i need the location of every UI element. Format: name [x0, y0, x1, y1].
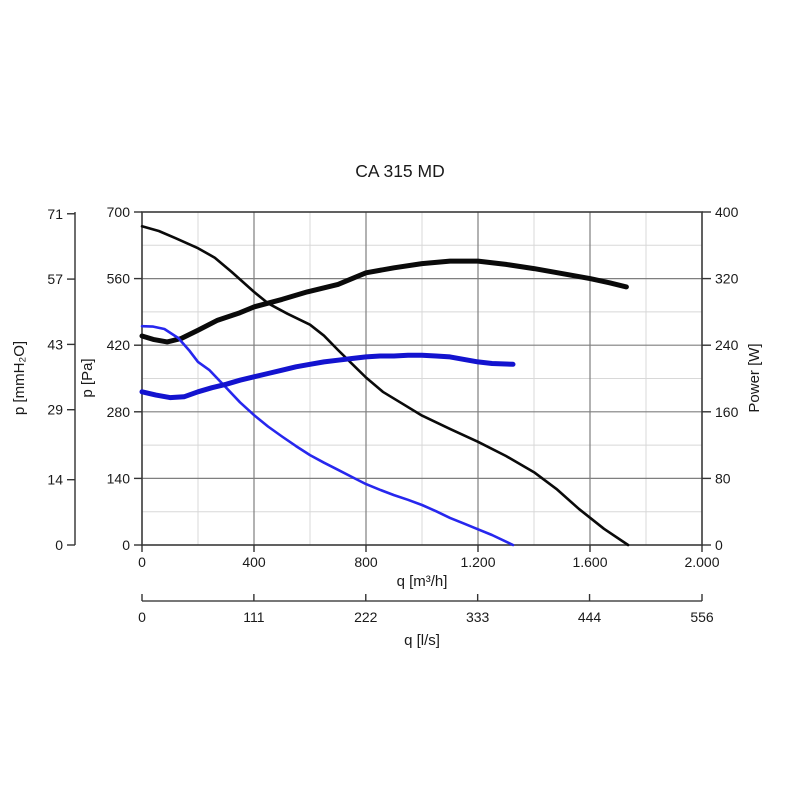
chart-title: CA 315 MD	[355, 161, 444, 181]
tick-label-mmh2o: 29	[47, 402, 63, 418]
curve-pressure-black	[140, 225, 630, 547]
tick-label-power: 0	[715, 537, 723, 553]
tick-label-ls: 556	[690, 609, 714, 625]
tick-label-power: 400	[715, 204, 739, 220]
curve-power-blue	[139, 352, 516, 401]
tick-label-m3h: 400	[242, 554, 266, 570]
tick-label-pa: 700	[107, 204, 131, 220]
tick-label-power: 320	[715, 271, 739, 287]
curve-power-black	[139, 258, 629, 345]
tick-label-mmh2o: 71	[47, 206, 63, 222]
axis-label-mmh2o: p [mmH₂O]	[11, 341, 28, 415]
axis-label-ls: q [l/s]	[404, 632, 440, 649]
tick-label-pa: 560	[107, 271, 131, 287]
tick-label-mmh2o: 43	[47, 336, 63, 352]
plot-frame	[141, 211, 703, 546]
tick-label-mmh2o: 0	[55, 537, 63, 553]
tick-label-m3h: 1.600	[572, 554, 607, 570]
tick-label-m3h: 0	[138, 554, 146, 570]
tick-label-ls: 0	[138, 609, 146, 625]
tick-label-power: 240	[715, 337, 739, 353]
axis-label-power: Power [W]	[746, 343, 763, 412]
tick-label-m3h: 1.200	[460, 554, 495, 570]
tick-label-pa: 0	[122, 537, 130, 553]
tick-label-ls: 111	[243, 609, 264, 625]
tick-label-ls: 222	[354, 609, 378, 625]
tick-label-pa: 280	[107, 404, 131, 420]
tick-label-power: 80	[715, 470, 731, 486]
tick-label-mmh2o: 14	[47, 472, 63, 488]
axis-label-m3h: q [m³/h]	[397, 573, 448, 590]
tick-label-m3h: 2.000	[684, 554, 719, 570]
chart-generated-content: 0 140 280 420 560 700 0 14 29 43 57 71 0 80 160 240 320 4…	[47, 204, 738, 625]
tick-label-mmh2o: 57	[47, 271, 63, 287]
tick-label-pa: 420	[107, 337, 131, 353]
tick-label-power: 160	[715, 404, 739, 420]
tick-label-pa: 140	[107, 470, 131, 486]
curve-pressure-blue	[140, 324, 515, 547]
axis-label-pa: p [Pa]	[79, 358, 96, 397]
tick-label-ls: 444	[578, 609, 602, 625]
tick-label-ls: 333	[466, 609, 490, 625]
tick-label-m3h: 800	[354, 554, 378, 570]
